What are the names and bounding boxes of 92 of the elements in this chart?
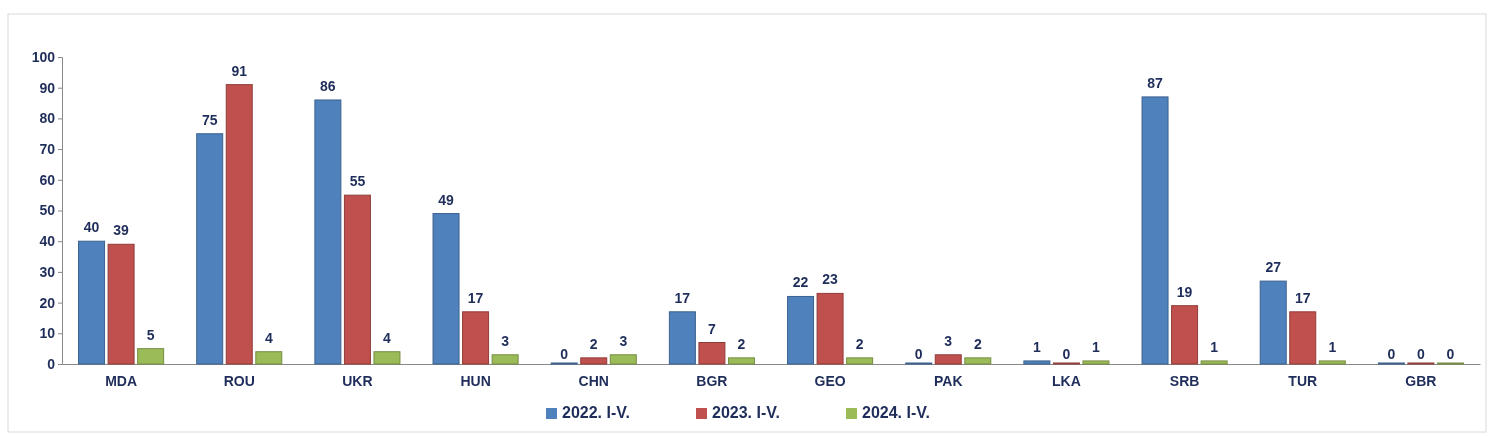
x-tick-label: GBR <box>1405 372 1437 389</box>
bar <box>964 357 992 365</box>
data-label: 55 <box>349 173 366 190</box>
legend-label: 2022. I-V. <box>562 404 630 421</box>
bar <box>698 342 726 365</box>
data-label: 75 <box>201 111 218 128</box>
x-tick-label: UKR <box>342 372 373 389</box>
data-label: 87 <box>1147 74 1164 91</box>
data-label: 27 <box>1265 259 1282 276</box>
bar <box>462 311 490 365</box>
bar <box>373 351 401 365</box>
bar <box>1023 360 1051 365</box>
data-label: 0 <box>1417 346 1426 362</box>
data-label: 5 <box>146 326 155 343</box>
data-label: 91 <box>231 62 248 79</box>
data-label: 3 <box>619 332 628 349</box>
legend-label: 2024. I-V. <box>862 404 930 421</box>
bar <box>78 240 106 365</box>
x-tick-label: GEO <box>814 372 846 389</box>
x-tick-label: SRB <box>1169 372 1200 389</box>
data-label: 3 <box>501 332 510 349</box>
y-tick-label: 20 <box>39 294 56 311</box>
data-label: 2 <box>589 335 598 352</box>
data-label: 0 <box>1062 346 1071 362</box>
bar <box>1141 96 1169 365</box>
bar <box>225 84 253 365</box>
bar <box>491 354 519 365</box>
bar <box>934 354 962 365</box>
y-tick-label: 40 <box>39 233 56 250</box>
data-label: 1 <box>1328 338 1337 355</box>
y-tick-label: 60 <box>39 171 56 188</box>
data-label: 19 <box>1176 283 1193 300</box>
bar <box>846 357 874 365</box>
bar <box>107 243 135 365</box>
bar <box>314 99 342 365</box>
data-label: 2 <box>973 335 982 352</box>
bar <box>343 194 371 365</box>
y-tick-label: 100 <box>31 48 56 65</box>
data-label: 1 <box>1092 338 1101 355</box>
bar <box>255 351 283 365</box>
data-label: 40 <box>83 219 100 236</box>
data-label: 4 <box>383 329 392 346</box>
data-label: 23 <box>822 271 839 288</box>
data-label: 2 <box>855 335 864 352</box>
y-tick-label: 50 <box>39 202 56 219</box>
data-label: 7 <box>708 320 717 337</box>
y-tick-label: 90 <box>39 79 56 96</box>
data-label: 0 <box>1446 346 1455 362</box>
data-label: 39 <box>113 222 130 239</box>
bar <box>1318 360 1346 365</box>
data-label: 86 <box>320 77 336 94</box>
x-tick-label: TUR <box>1288 372 1318 389</box>
x-tick-label: BGR <box>696 372 728 389</box>
x-tick-label: MDA <box>105 372 138 389</box>
data-label: 3 <box>944 332 953 349</box>
data-label: 49 <box>438 191 455 208</box>
x-tick-label: PAK <box>933 372 963 389</box>
y-tick-label: 10 <box>39 325 56 342</box>
data-label: 0 <box>1387 346 1396 362</box>
x-tick-label: HUN <box>460 372 491 389</box>
data-label: 4 <box>264 329 273 346</box>
bar <box>727 357 755 365</box>
bar <box>432 213 460 365</box>
data-label: 1 <box>1032 338 1041 355</box>
data-label: 17 <box>1294 289 1311 306</box>
legend-label: 2023. I-V. <box>712 404 780 421</box>
x-tick-label: CHN <box>578 372 609 389</box>
x-tick-label: LKA <box>1052 372 1081 389</box>
y-tick-label: 80 <box>39 110 56 127</box>
bar <box>1289 311 1317 365</box>
data-label: 17 <box>674 289 691 306</box>
data-label: 17 <box>467 289 484 306</box>
bar <box>1200 360 1228 365</box>
data-label: 0 <box>560 346 569 362</box>
data-label: 1 <box>1210 338 1219 355</box>
bar <box>196 133 224 365</box>
bar <box>609 354 637 365</box>
bar <box>668 311 696 365</box>
x-tick-label: ROU <box>223 372 255 389</box>
bar <box>580 357 608 365</box>
bar <box>1082 360 1110 365</box>
data-label: 22 <box>792 274 809 291</box>
y-tick-label: 70 <box>39 141 56 158</box>
bar <box>1171 305 1199 365</box>
bar <box>137 348 165 365</box>
data-label: 2 <box>737 335 746 352</box>
bar <box>787 295 815 365</box>
y-tick-label: 30 <box>39 263 56 280</box>
bar <box>816 292 844 365</box>
bar <box>1259 280 1287 365</box>
y-tick-label: 0 <box>47 355 56 372</box>
data-label: 0 <box>914 346 923 362</box>
